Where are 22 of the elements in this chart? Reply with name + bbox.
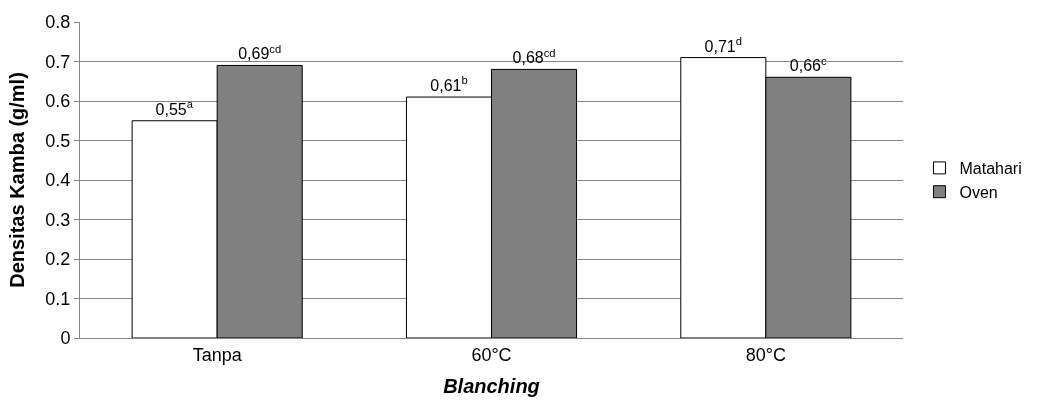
y-tick-label: 0.5 xyxy=(45,130,71,151)
data-label: 0,61$^{b}$ xyxy=(430,74,468,95)
y-tick-label: 0.6 xyxy=(45,91,71,112)
legend-label: Matahari xyxy=(959,160,1022,178)
data-label: 0,71$^{d}$ xyxy=(704,34,742,55)
data-label: 0,66$^{c}$ xyxy=(789,54,827,75)
x-tick-label: Tanpa xyxy=(192,344,243,365)
y-tick-label: 0.1 xyxy=(45,288,71,309)
data-label: 0,69$^{cd}$ xyxy=(238,42,282,63)
y-tick-label: 0.8 xyxy=(45,12,71,33)
data-label: 0,68$^{cd}$ xyxy=(512,46,556,67)
y-tick-label: 0.7 xyxy=(45,51,71,72)
y-tick-label: 0.2 xyxy=(45,249,71,270)
y-axis-title: Densitas Kamba (g/ml) xyxy=(5,72,28,288)
y-tick-label: 0.3 xyxy=(45,209,71,230)
x-axis-title: Blanching xyxy=(443,375,540,398)
y-tick-label: 0 xyxy=(60,328,71,349)
data-label: 0,55$^{a}$ xyxy=(155,98,194,118)
x-tick-label: 60°C xyxy=(471,344,512,365)
legend-label: Oven xyxy=(959,183,998,201)
y-tick-label: 0.4 xyxy=(45,170,71,191)
x-tick-label: 80°C xyxy=(745,344,786,365)
